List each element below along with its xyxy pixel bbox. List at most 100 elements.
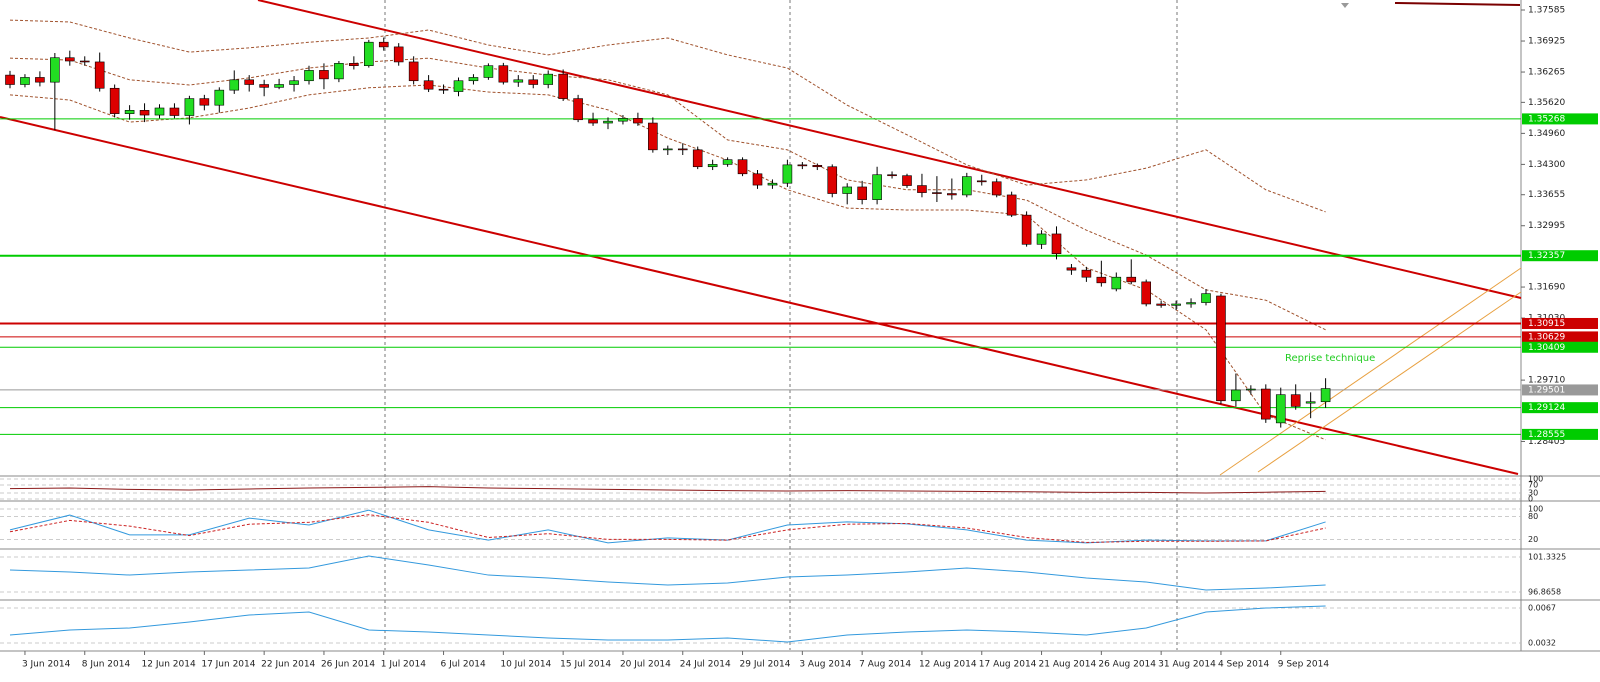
- candle-body: [1066, 267, 1077, 271]
- candle-body: [1096, 276, 1107, 284]
- candle-body: [438, 88, 449, 91]
- candle-body: [50, 57, 60, 83]
- x-tick-label: 24 Jul 2014: [680, 660, 731, 670]
- x-tick-label: 6 Jul 2014: [441, 660, 486, 670]
- x-tick-label: 31 Aug 2014: [1158, 660, 1216, 670]
- candle-body: [677, 148, 688, 151]
- candle-body: [976, 180, 987, 183]
- candle-body: [109, 87, 120, 114]
- indicator-line: [9, 514, 1326, 543]
- level-label-box: [1522, 341, 1598, 353]
- level-label: 1.32357: [1528, 251, 1565, 261]
- candle-body: [573, 98, 583, 121]
- level-label-box: [1522, 317, 1598, 329]
- indicator-tick-label: 0: [1528, 495, 1533, 504]
- candle-body: [1275, 394, 1286, 424]
- x-tick-label: 22 Jun 2014: [261, 660, 315, 670]
- candle-body: [917, 185, 927, 193]
- level-label-box: [1522, 428, 1598, 440]
- x-tick-label: 26 Aug 2014: [1098, 660, 1156, 670]
- x-tick-label: 12 Aug 2014: [919, 660, 977, 670]
- candle-body: [961, 176, 972, 196]
- candle-body: [319, 70, 329, 80]
- indicator-tick-label: 100: [1528, 475, 1543, 484]
- candle-body: [1216, 295, 1226, 402]
- candle-body: [842, 186, 853, 194]
- band-upper: [9, 19, 1326, 213]
- candle-body: [65, 57, 75, 62]
- candle-body: [737, 159, 748, 175]
- y-tick-label: 1.34960: [1528, 129, 1565, 139]
- candle-body: [5, 74, 15, 85]
- candle-body: [1081, 269, 1092, 278]
- candle-body: [1186, 302, 1196, 305]
- indicator-tick-label: 80: [1528, 512, 1538, 521]
- orange-channel: [1219, 267, 1522, 476]
- candle-body: [1261, 388, 1271, 420]
- x-tick-label: 10 Jul 2014: [500, 660, 551, 670]
- candle-body: [35, 77, 45, 83]
- x-tick-label: 20 Jul 2014: [620, 660, 671, 670]
- candle-body: [378, 41, 389, 48]
- x-tick-label: 7 Aug 2014: [859, 660, 911, 670]
- indicator-tick-label: 96.8658: [1528, 588, 1561, 597]
- indicator-tick-label: 100: [1528, 505, 1543, 514]
- candle-body: [662, 148, 673, 151]
- candle-body: [199, 98, 210, 106]
- candle-body: [767, 182, 778, 186]
- candle-body: [1201, 293, 1211, 303]
- candle-body: [20, 77, 30, 85]
- candle-body: [707, 164, 718, 168]
- candle-body: [1305, 401, 1316, 404]
- candle-body: [154, 107, 165, 116]
- candle-body: [1171, 303, 1181, 306]
- candle-body: [991, 181, 1002, 196]
- candle-body: [812, 165, 823, 168]
- candle-body: [229, 79, 240, 91]
- level-label: 1.35268: [1528, 114, 1565, 124]
- level-label: 1.30409: [1528, 343, 1565, 353]
- y-tick-label: 1.36925: [1528, 37, 1565, 47]
- band-lower: [9, 84, 1326, 441]
- candle-body: [1156, 303, 1166, 306]
- candle-body: [423, 80, 434, 90]
- y-tick-label: 1.36265: [1528, 68, 1565, 78]
- level-label-box: [1522, 250, 1598, 262]
- level-label-box: [1522, 113, 1598, 125]
- candle-body: [887, 174, 897, 177]
- candle-body: [722, 159, 733, 165]
- candle-body: [1111, 276, 1122, 290]
- y-tick-label: 1.29710: [1528, 376, 1565, 386]
- x-tick-label: 4 Sep 2014: [1218, 660, 1270, 670]
- candle-body: [528, 79, 539, 85]
- candle-body: [483, 65, 494, 78]
- candle-body: [1141, 281, 1151, 305]
- candle-body: [214, 89, 225, 106]
- candle-body: [1006, 194, 1017, 216]
- candle-body: [1290, 394, 1301, 407]
- candle-body: [618, 118, 628, 122]
- channel-upper: [257, 0, 1522, 299]
- candle-body: [1051, 233, 1062, 254]
- candle-body: [169, 107, 180, 116]
- candle-body: [139, 110, 150, 116]
- candle-body: [752, 173, 763, 186]
- level-label: 1.30629: [1528, 332, 1565, 342]
- indicator-tick-label: 30: [1528, 489, 1538, 498]
- candle-body: [797, 164, 808, 167]
- candle-body: [289, 80, 299, 85]
- candle-body: [782, 164, 793, 184]
- candle-body: [947, 193, 957, 196]
- candle-body: [827, 166, 838, 194]
- candle-body: [857, 186, 867, 200]
- x-tick-label: 17 Aug 2014: [979, 660, 1037, 670]
- orange-channel: [1257, 291, 1522, 473]
- annotation: Reprise technique: [1285, 353, 1375, 364]
- separators: [0, 0, 1600, 652]
- indicator-line: [9, 555, 1326, 591]
- candle-body: [932, 192, 942, 194]
- candle-body: [558, 73, 568, 99]
- candle-body: [872, 174, 882, 200]
